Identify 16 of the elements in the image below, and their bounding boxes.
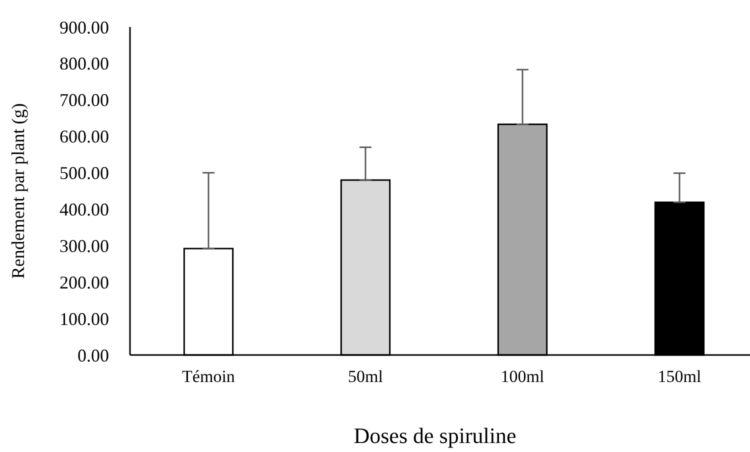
x-tick-label: 50ml — [348, 367, 384, 386]
y-tick-label: 500.00 — [60, 163, 109, 184]
y-tick-label: 800.00 — [60, 54, 109, 74]
x-tick-label: 100ml — [500, 367, 544, 386]
x-tick-label: 150ml — [658, 367, 702, 386]
y-tick-label: 300.00 — [60, 236, 109, 256]
y-tick-label: 900.00 — [60, 17, 109, 38]
y-tick-label: 700.00 — [60, 90, 109, 110]
y-tick-label: 400.00 — [60, 200, 109, 220]
y-tick-label: 100.00 — [60, 308, 109, 329]
y-tick-label: 200.00 — [60, 272, 109, 292]
x-tick-label: Témoin — [182, 367, 236, 386]
x-axis-title: Doses de spiruline — [354, 423, 516, 448]
y-axis-title: Rendement par plant (g) — [8, 103, 28, 279]
y-tick-label: 0.00 — [78, 345, 109, 366]
y-tick-label: 600.00 — [60, 126, 109, 147]
